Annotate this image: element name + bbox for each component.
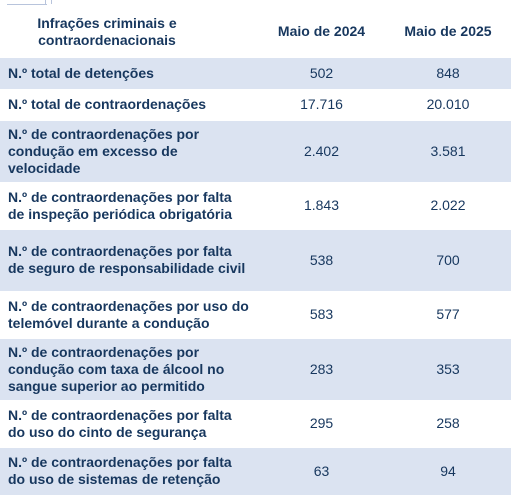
table-row: N.º de contraordenações por falta de ins…: [0, 182, 511, 229]
row-label: N.º de contraordenações por uso do telem…: [0, 291, 258, 338]
infractions-table: Infrações criminais e contraordenacionai…: [0, 5, 511, 496]
table-row: N.º total de detenções 502 848: [0, 58, 511, 89]
row-label: N.º de contraordenações por falta de ins…: [0, 182, 258, 229]
row-value-2025: 3.581: [385, 120, 511, 182]
row-value-2024: 283: [258, 338, 385, 400]
header-may-2025: Maio de 2025: [385, 5, 511, 58]
table-header-row: Infrações criminais e contraordenacionai…: [0, 5, 511, 58]
row-value-2025: 94: [385, 447, 511, 495]
header-may-2024: Maio de 2024: [258, 5, 385, 58]
row-label: N.º de contraordenações por falta do uso…: [0, 400, 258, 447]
row-value-2024: 17.716: [258, 89, 385, 120]
table-row: N.º total de contraordenações 17.716 20.…: [0, 89, 511, 120]
table-row: N.º de contraordenações por falta do uso…: [0, 447, 511, 495]
table-row: N.º de contraordenações por condução em …: [0, 120, 511, 182]
row-label: N.º total de contraordenações: [0, 89, 258, 120]
row-value-2024: 583: [258, 291, 385, 338]
row-value-2025: 258: [385, 400, 511, 447]
row-value-2024: 2.402: [258, 120, 385, 182]
row-value-2025: 2.022: [385, 182, 511, 229]
row-label: N.º de contraordenações por condução com…: [0, 338, 258, 400]
table-corner-marker: [7, 0, 52, 5]
row-label: N.º total de detenções: [0, 58, 258, 89]
row-label: N.º de contraordenações por falta de seg…: [0, 229, 258, 291]
table-row: N.º de contraordenações por condução com…: [0, 338, 511, 400]
row-value-2024: 295: [258, 400, 385, 447]
row-value-2024: 1.843: [258, 182, 385, 229]
row-value-2025: 577: [385, 291, 511, 338]
table-row: N.º de contraordenações por falta do uso…: [0, 400, 511, 447]
row-value-2024: 63: [258, 447, 385, 495]
row-value-2025: 700: [385, 229, 511, 291]
table-row: N.º de contraordenações por falta de seg…: [0, 229, 511, 291]
row-label: N.º de contraordenações por condução em …: [0, 120, 258, 182]
row-value-2025: 353: [385, 338, 511, 400]
table-row: N.º de contraordenações por uso do telem…: [0, 291, 511, 338]
row-value-2025: 20.010: [385, 89, 511, 120]
row-value-2025: 848: [385, 58, 511, 89]
row-label: N.º de contraordenações por falta do uso…: [0, 447, 258, 495]
row-value-2024: 538: [258, 229, 385, 291]
row-value-2024: 502: [258, 58, 385, 89]
header-infractions: Infrações criminais e contraordenacionai…: [0, 5, 258, 58]
